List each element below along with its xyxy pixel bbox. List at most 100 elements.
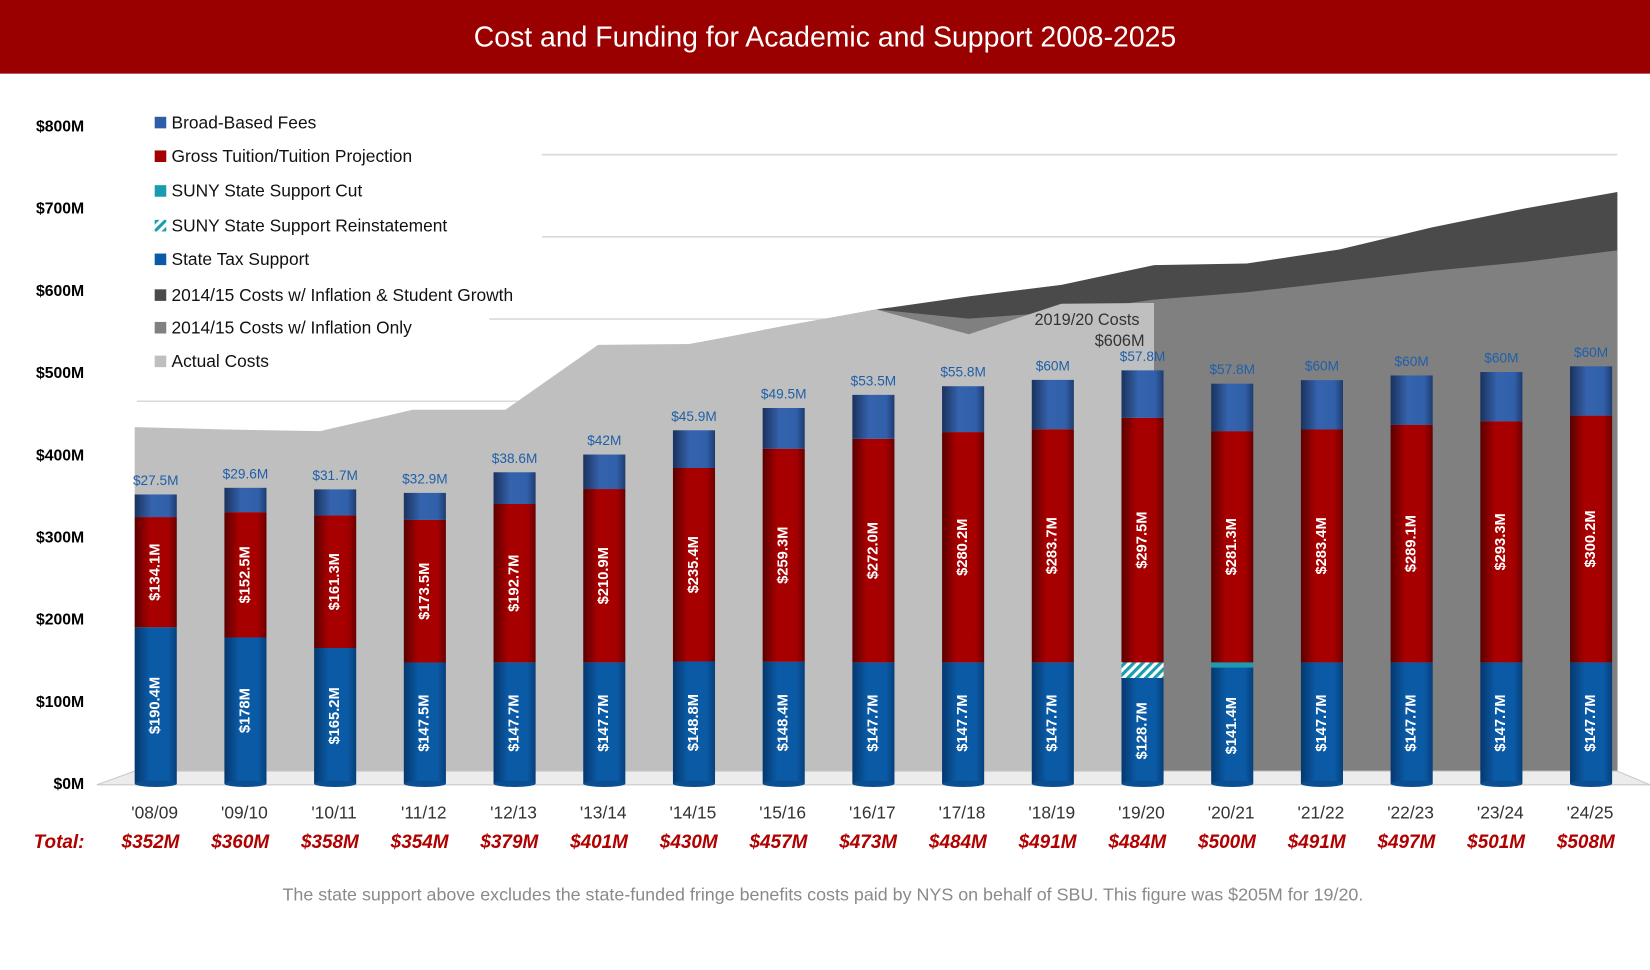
legend-swatch (154, 289, 167, 301)
bar-stack: $147.7M $272.0M $53.5M (851, 373, 897, 787)
fees-label: $27.5M (133, 473, 179, 488)
fees-label: $38.6M (492, 451, 538, 466)
legend-swatch (154, 219, 167, 232)
y-tick-label: $200M (36, 612, 84, 629)
x-tick-label: '13/14 (580, 803, 627, 823)
x-tick-label: '24/25 (1567, 803, 1614, 823)
legend-swatch (154, 185, 167, 197)
bar-base (1390, 780, 1433, 787)
legend-item: SUNY State Support Reinstatement (154, 215, 447, 235)
bar-stack: $147.7M $280.2M $55.8M (940, 365, 986, 787)
bar-state-tax-support (1390, 662, 1433, 784)
bar-stack: $147.7M $283.4M $60M (1300, 359, 1343, 787)
footnote: The state support above excludes the sta… (282, 885, 1363, 905)
fees-label: $60M (1305, 359, 1339, 374)
legend-label: Gross Tuition/Tuition Projection (172, 146, 413, 166)
bar-state-tax-support (1570, 662, 1613, 784)
total-value: $500M (1197, 832, 1257, 853)
fees-label: $57.8M (1120, 349, 1166, 364)
fees-label: $55.8M (940, 365, 986, 380)
state-tax-label: $178M (237, 688, 253, 733)
bar-broad-based-fees (134, 494, 177, 518)
state-tax-label: $128.7M (1134, 702, 1150, 759)
fees-label: $53.5M (851, 373, 897, 388)
state-tax-label: $148.8M (686, 694, 702, 751)
x-tick-label: '09/10 (221, 803, 268, 823)
bar-broad-based-fees (224, 487, 267, 513)
bar-state-support-reinstatement (1121, 662, 1164, 679)
x-axis: '08/09 $352M '09/10 $360M '10/11 $358M '11/12 $… (121, 803, 1616, 853)
bar-gross-tuition (314, 515, 357, 649)
total-value: $501M (1466, 832, 1526, 853)
bar-broad-based-fees (583, 454, 626, 490)
legend-item: 2014/15 Costs w/ Inflation Only (154, 318, 412, 338)
x-tick-label: '11/12 (401, 803, 446, 823)
state-tax-label: $147.7M (1045, 694, 1061, 751)
fees-label: $60M (1484, 351, 1518, 366)
fees-label: $57.8M (1209, 362, 1255, 377)
bar-stack: $190.4M $134.1M $27.5M (133, 473, 179, 787)
tuition-label: $281.3M (1224, 518, 1240, 575)
state-tax-label: $147.7M (1583, 694, 1599, 751)
bar-broad-based-fees (942, 386, 985, 433)
tuition-label: $289.1M (1404, 515, 1420, 572)
legend-swatch (154, 355, 167, 368)
bar-broad-based-fees (852, 394, 895, 439)
bar-state-tax-support (583, 662, 626, 784)
annotation-line1: 2019/20 Costs (1034, 311, 1139, 329)
bar-state-tax-support (493, 662, 536, 784)
bar-stack: $141.4M $281.3M $57.8M (1209, 362, 1255, 787)
x-tick-label: '16/17 (849, 803, 896, 823)
bar-base (224, 780, 267, 787)
bar-stack: $147.7M $300.2M $60M (1570, 345, 1613, 787)
bar-broad-based-fees (493, 472, 536, 505)
bar-gross-tuition (1480, 421, 1523, 663)
legend-label: SUNY State Support Cut (172, 181, 363, 201)
legend-swatch (154, 116, 167, 129)
legend-item: Actual Costs (154, 351, 269, 371)
fees-label: $32.9M (402, 471, 448, 486)
bar-stack: $147.7M $192.7M $38.6M (492, 451, 538, 787)
bar-stack: $147.7M $289.1M $60M (1390, 354, 1433, 787)
x-tick-label: '22/23 (1387, 803, 1434, 823)
state-tax-label: $147.7M (506, 694, 522, 751)
legend-label: State Tax Support (172, 249, 310, 269)
total-label: Total: (34, 832, 85, 853)
fees-label: $42M (587, 433, 621, 448)
bar-stack: $147.7M $210.9M $42M (583, 433, 626, 787)
x-tick-label: '18/19 (1028, 803, 1075, 823)
tuition-label: $173.5M (417, 563, 433, 620)
bar-stack: $147.7M $283.7M $60M (1031, 358, 1074, 787)
bar-gross-tuition (1570, 415, 1613, 663)
chart-title: Cost and Funding for Academic and Suppor… (474, 21, 1176, 53)
bar-broad-based-fees (1031, 379, 1074, 430)
bar-state-tax-support (224, 637, 267, 784)
legend-item: State Tax Support (154, 249, 310, 269)
bar-gross-tuition (852, 438, 895, 663)
total-value: $352M (121, 832, 181, 853)
bar-broad-based-fees (1570, 366, 1613, 416)
bar-base (1121, 780, 1164, 787)
y-tick-label: $500M (36, 365, 84, 382)
bar-state-support-cut (1211, 662, 1254, 668)
bar-state-tax-support (1121, 678, 1164, 784)
fees-label: $60M (1574, 345, 1608, 360)
bar-state-tax-support (1211, 667, 1254, 784)
fees-label: $60M (1395, 354, 1429, 369)
title-bar (0, 0, 1650, 74)
tuition-label: $259.3M (776, 527, 792, 584)
bar-gross-tuition (1390, 424, 1433, 663)
state-tax-label: $147.7M (865, 694, 881, 751)
total-value: $430M (659, 832, 719, 853)
bar-gross-tuition (403, 519, 446, 663)
bar-base (1480, 780, 1523, 787)
bar-stack: $178M $152.5M $29.6M (223, 466, 268, 787)
y-tick-label: $400M (36, 447, 84, 464)
annotation-line2: $606M (1095, 332, 1145, 350)
total-value: $401M (569, 832, 629, 853)
bar-state-tax-support (1480, 662, 1523, 784)
legend-swatch (154, 150, 167, 163)
total-value: $360M (210, 832, 270, 853)
tuition-label: $300.2M (1583, 510, 1599, 567)
bar-state-tax-support (134, 627, 177, 784)
